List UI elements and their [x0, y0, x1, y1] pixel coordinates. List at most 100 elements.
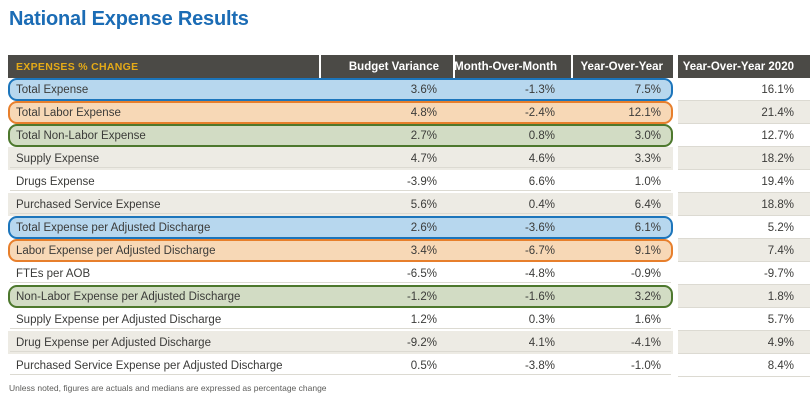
table-row: Supply Expense 4.7% 4.6% 3.3% 18.2% [8, 147, 810, 170]
cell-year-over-year-2020: -9.7% [678, 262, 810, 285]
table-row: Total Expense 3.6% -1.3% 7.5% 16.1% [8, 78, 810, 101]
column-gap [673, 331, 678, 354]
cell-year-over-year: -1.0% [630, 359, 661, 372]
cell-budget-variance: -1.2% [406, 290, 437, 303]
cell-year-over-year-2020: 18.2% [678, 147, 810, 170]
cell-year-over-year-2020: 5.7% [678, 308, 810, 331]
cell-year-over-year-2020: 21.4% [678, 101, 810, 124]
cell-budget-variance: 1.2% [410, 313, 437, 326]
cell-month-over-month: -3.8% [524, 359, 555, 372]
cell-month-over-month: -4.8% [524, 267, 555, 280]
cell-year-over-year: 3.3% [634, 152, 661, 165]
cell-year-over-year-2020: 5.2% [678, 216, 810, 239]
table-row: Total Expense per Adjusted Discharge 2.6… [8, 216, 810, 239]
row-main: Purchased Service Expense 5.6% 0.4% 6.4% [8, 193, 673, 216]
column-gap [673, 101, 678, 124]
cell-month-over-month: 0.3% [528, 313, 555, 326]
cell-year-over-year-2020: 8.4% [678, 354, 810, 377]
table-row: Drugs Expense -3.9% 6.6% 1.0% 19.4% [8, 170, 810, 193]
table-body: Total Expense 3.6% -1.3% 7.5% 16.1% Tota… [8, 78, 810, 377]
cell-year-over-year: 12.1% [628, 106, 661, 119]
cell-month-over-month: -2.4% [524, 106, 555, 119]
table-row: Purchased Service Expense 5.6% 0.4% 6.4%… [8, 193, 810, 216]
column-gap [673, 285, 678, 308]
cell-month-over-month: 0.4% [528, 198, 555, 211]
row-label: Non-Labor Expense per Adjusted Discharge [16, 290, 241, 303]
page-title: National Expense Results [9, 8, 249, 30]
column-gap [673, 170, 678, 193]
row-main: Supply Expense 4.7% 4.6% 3.3% [8, 147, 673, 170]
cell-month-over-month: -3.6% [524, 221, 555, 234]
row-main: Labor Expense per Adjusted Discharge 3.4… [8, 239, 673, 262]
cell-year-over-year: 1.0% [634, 175, 661, 188]
cell-month-over-month: -6.7% [524, 244, 555, 257]
column-gap [673, 216, 678, 239]
column-gap [673, 124, 678, 147]
row-label: FTEs per AOB [16, 267, 91, 280]
cell-budget-variance: 2.6% [410, 221, 437, 234]
cell-year-over-year: 3.0% [634, 129, 661, 142]
row-main: Total Expense per Adjusted Discharge 2.6… [8, 216, 673, 239]
cell-budget-variance: -3.9% [406, 175, 437, 188]
row-label: Drugs Expense [16, 175, 95, 188]
cell-year-over-year-2020: 12.7% [678, 124, 810, 147]
table-header-row: EXPENSES % CHANGE Budget Variance Month-… [8, 55, 810, 78]
cell-month-over-month: 4.1% [528, 336, 555, 349]
cell-year-over-year: 1.6% [634, 313, 661, 326]
expense-table: EXPENSES % CHANGE Budget Variance Month-… [8, 55, 810, 377]
row-label: Total Non-Labor Expense [16, 129, 146, 142]
row-label: Purchased Service Expense per Adjusted D… [16, 359, 283, 372]
column-gap [673, 55, 678, 78]
cell-budget-variance: 4.7% [410, 152, 437, 165]
column-gap [673, 193, 678, 216]
row-main: Drugs Expense -3.9% 6.6% 1.0% [8, 170, 673, 193]
column-header-month-over-month: Month-Over-Month [453, 55, 571, 78]
table-row: Purchased Service Expense per Adjusted D… [8, 354, 810, 377]
row-label: Purchased Service Expense [16, 198, 161, 211]
cell-year-over-year: -0.9% [630, 267, 661, 280]
row-main: Total Labor Expense 4.8% -2.4% 12.1% [8, 101, 673, 124]
cell-budget-variance: -6.5% [406, 267, 437, 280]
cell-year-over-year-2020: 19.4% [678, 170, 810, 193]
cell-year-over-year: 9.1% [634, 244, 661, 257]
cell-budget-variance: 4.8% [410, 106, 437, 119]
table-row: Drug Expense per Adjusted Discharge -9.2… [8, 331, 810, 354]
cell-budget-variance: -9.2% [406, 336, 437, 349]
row-label: Labor Expense per Adjusted Discharge [16, 244, 216, 257]
row-main: Non-Labor Expense per Adjusted Discharge… [8, 285, 673, 308]
cell-month-over-month: -1.6% [524, 290, 555, 303]
row-label: Drug Expense per Adjusted Discharge [16, 336, 211, 349]
table-row: Supply Expense per Adjusted Discharge 1.… [8, 308, 810, 331]
row-main: Supply Expense per Adjusted Discharge 1.… [8, 308, 673, 331]
column-gap [673, 354, 678, 377]
cell-year-over-year: 3.2% [634, 290, 661, 303]
cell-budget-variance: 3.6% [410, 83, 437, 96]
row-main: Purchased Service Expense per Adjusted D… [8, 354, 673, 377]
column-header-year-over-year-2020: Year-Over-Year 2020 [678, 55, 810, 78]
table-row: FTEs per AOB -6.5% -4.8% -0.9% -9.7% [8, 262, 810, 285]
row-label: Total Expense per Adjusted Discharge [16, 221, 211, 234]
cell-year-over-year: 7.5% [634, 83, 661, 96]
cell-year-over-year-2020: 18.8% [678, 193, 810, 216]
table-row: Total Labor Expense 4.8% -2.4% 12.1% 21.… [8, 101, 810, 124]
cell-month-over-month: -1.3% [524, 83, 555, 96]
footnote: Unless noted, figures are actuals and me… [9, 383, 327, 393]
cell-year-over-year: -4.1% [630, 336, 661, 349]
cell-year-over-year-2020: 7.4% [678, 239, 810, 262]
cell-year-over-year: 6.4% [634, 198, 661, 211]
cell-year-over-year-2020: 16.1% [678, 78, 810, 101]
table-header-main: EXPENSES % CHANGE Budget Variance Month-… [8, 55, 673, 78]
cell-month-over-month: 6.6% [528, 175, 555, 188]
column-header-budget-variance: Budget Variance [319, 55, 453, 78]
column-gap [673, 262, 678, 285]
cell-budget-variance: 3.4% [410, 244, 437, 257]
cell-budget-variance: 5.6% [410, 198, 437, 211]
table-row: Labor Expense per Adjusted Discharge 3.4… [8, 239, 810, 262]
column-gap [673, 147, 678, 170]
column-gap [673, 308, 678, 331]
cell-year-over-year-2020: 1.8% [678, 285, 810, 308]
row-label: Total Expense [16, 83, 89, 96]
column-header-year-over-year: Year-Over-Year [571, 55, 673, 78]
column-gap [673, 78, 678, 101]
row-main: Total Non-Labor Expense 2.7% 0.8% 3.0% [8, 124, 673, 147]
